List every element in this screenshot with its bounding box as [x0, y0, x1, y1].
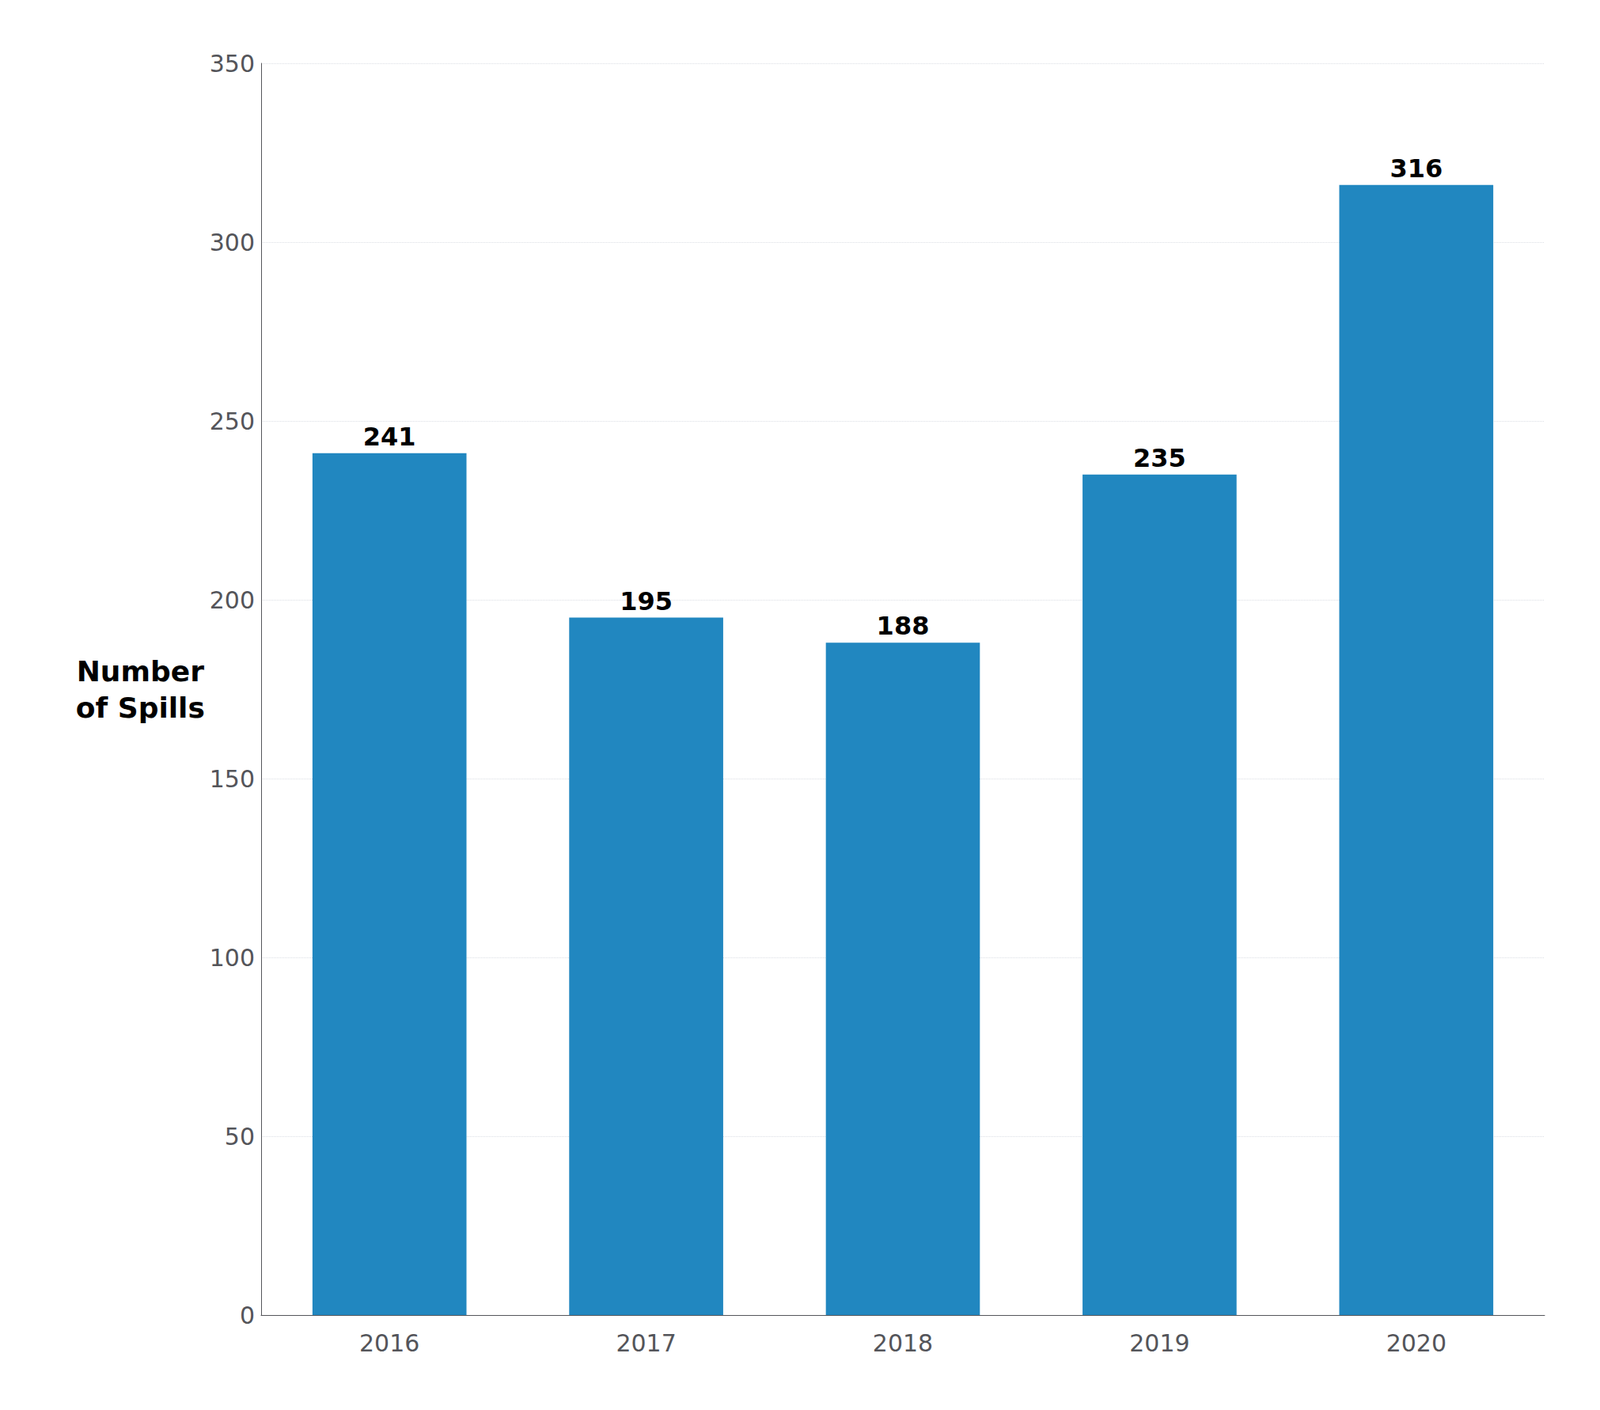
- svg-text:150: 150: [209, 765, 255, 793]
- svg-text:Number: Number: [76, 655, 205, 688]
- svg-text:300: 300: [209, 228, 255, 257]
- svg-text:2019: 2019: [1129, 1329, 1190, 1358]
- svg-text:2018: 2018: [872, 1329, 933, 1358]
- svg-text:200: 200: [209, 586, 255, 615]
- svg-text:316: 316: [1389, 153, 1443, 184]
- svg-text:of Spills: of Spills: [75, 691, 205, 725]
- svg-text:2020: 2020: [1386, 1329, 1447, 1358]
- svg-text:235: 235: [1133, 443, 1187, 474]
- svg-text:2016: 2016: [359, 1329, 420, 1358]
- svg-text:0: 0: [239, 1301, 255, 1330]
- svg-text:241: 241: [363, 421, 417, 452]
- svg-text:2017: 2017: [615, 1329, 676, 1358]
- svg-text:50: 50: [224, 1122, 255, 1151]
- svg-text:188: 188: [876, 610, 930, 641]
- svg-text:350: 350: [209, 49, 255, 78]
- svg-text:195: 195: [619, 586, 673, 617]
- svg-text:250: 250: [209, 407, 255, 436]
- svg-text:100: 100: [209, 944, 255, 972]
